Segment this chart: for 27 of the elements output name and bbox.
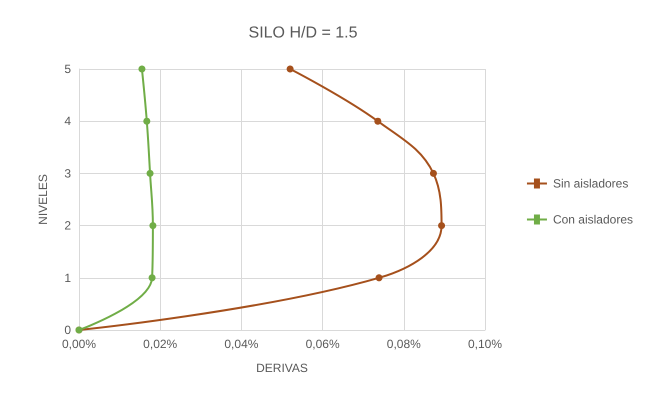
point	[376, 274, 383, 282]
legend-label: Sin aisladores	[552, 176, 628, 190]
point	[148, 274, 156, 282]
y-tick-label: 2	[64, 218, 72, 233]
point	[146, 170, 154, 177]
x-tick-label: 0,10%	[468, 337, 502, 351]
point	[138, 66, 146, 72]
y-tick-label: 4	[64, 114, 72, 128]
x-tick-label: 0,06%	[306, 337, 340, 351]
chart-title: SILO H/D = 1.5	[248, 24, 358, 42]
y-axis-title: NIVELES	[36, 174, 50, 225]
point	[149, 222, 156, 230]
point	[430, 170, 437, 177]
legend-label: Con aisladores	[552, 212, 633, 226]
point	[374, 118, 382, 125]
x-axis-title: DERIVAS	[256, 361, 308, 375]
point	[143, 118, 150, 125]
y-tick-label: 5	[64, 62, 72, 76]
x-tick-label: 0,00%	[62, 337, 96, 351]
point	[438, 222, 446, 230]
y-tick-label: 3	[64, 166, 72, 180]
y-tick-label: 0	[64, 323, 72, 337]
point	[286, 66, 294, 72]
x-tick-label: 0,04%	[224, 337, 259, 351]
y-tick-label: 1	[64, 270, 72, 285]
x-tick-label: 0,02%	[143, 337, 178, 351]
x-tick-label: 0,08%	[386, 337, 422, 351]
